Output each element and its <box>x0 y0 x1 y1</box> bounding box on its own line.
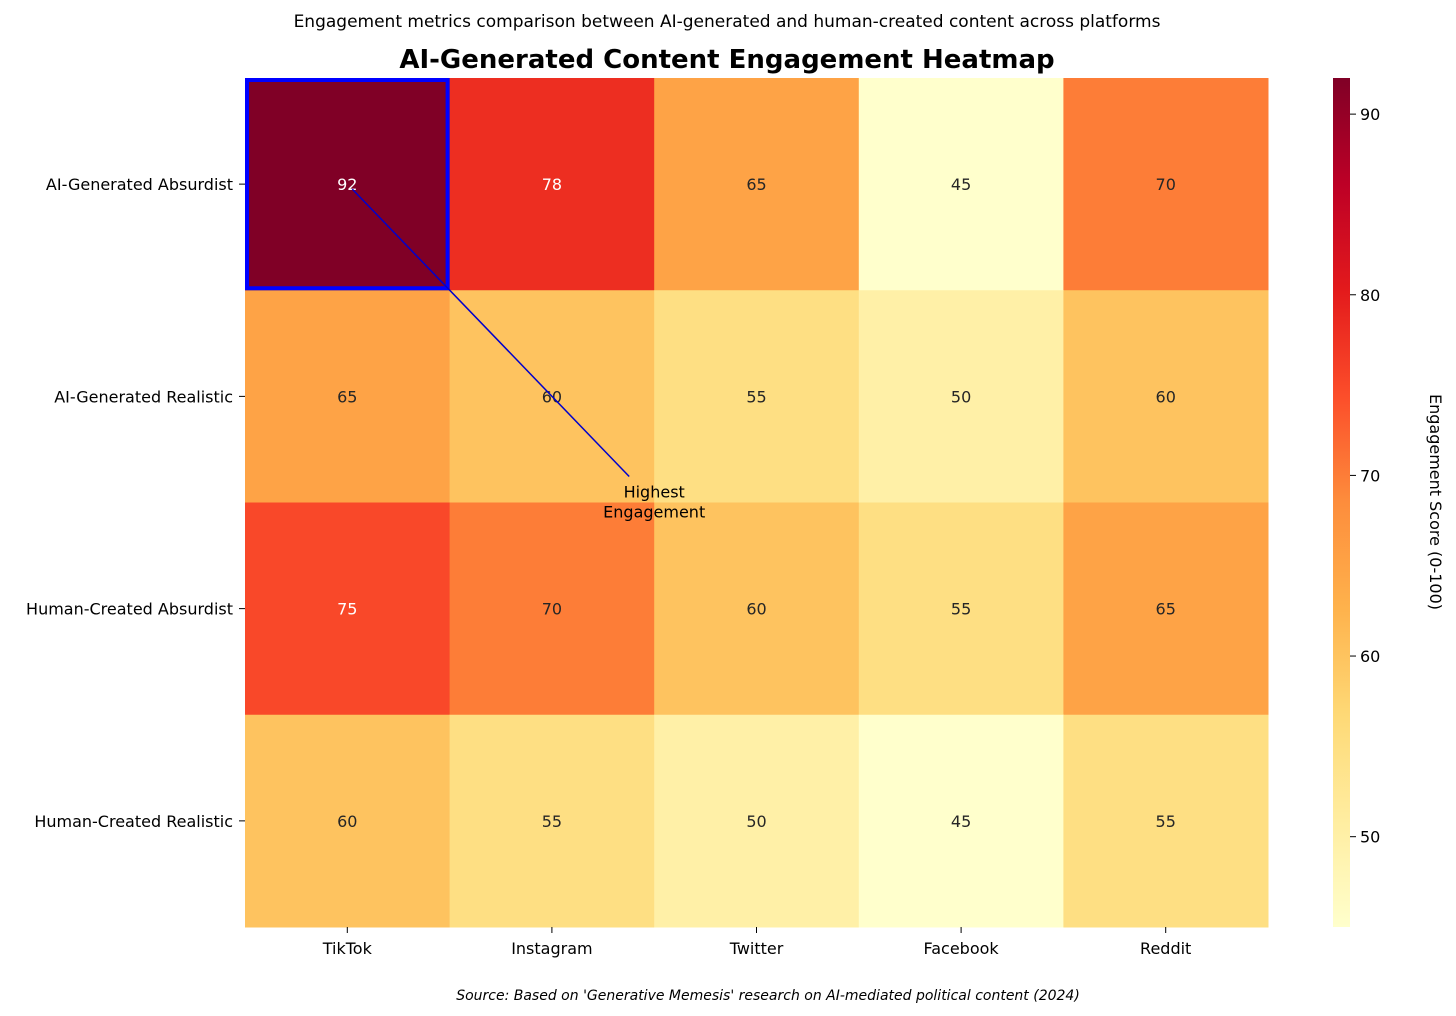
colorbar-label: Engagement Score (0-100) <box>1426 394 1445 610</box>
heatmap-cell <box>858 78 1064 291</box>
row-axis: AI-Generated Absurdist AI-Generated Reali… <box>26 175 245 831</box>
row-tick-label: AI-Generated Absurdist <box>46 175 233 194</box>
heatmap-cell-value: 70 <box>542 600 562 619</box>
chart-subtitle: Engagement metrics comparison between AI… <box>294 12 1161 32</box>
colorbar-tick-label: 60 <box>1360 647 1380 666</box>
heatmap-cell-value: 60 <box>746 600 766 619</box>
annotation-arrow <box>351 188 630 478</box>
colorbar-tick-label: 50 <box>1360 828 1380 847</box>
colorbar-tick-label: 90 <box>1360 105 1380 124</box>
colorbar: 50 60 70 80 90 Engagement Score (0-100) <box>1333 78 1445 927</box>
heatmap-cell <box>449 502 655 716</box>
heatmap-cell <box>1063 78 1269 291</box>
heatmap-cells <box>245 78 1269 928</box>
heatmap-cell-value: 60 <box>337 812 357 831</box>
column-axis: TikTok Instagram Twitter Facebook Reddit <box>322 927 1191 958</box>
heatmap-cell-value: 55 <box>1156 812 1176 831</box>
row-tick-label: Human-Created Realistic <box>34 812 233 831</box>
colorbar-tick-label: 80 <box>1360 286 1380 305</box>
heatmap-cell-value: 65 <box>337 387 357 406</box>
colorbar-tick-label: 70 <box>1360 466 1380 485</box>
column-tick-label: Twitter <box>729 939 784 958</box>
heatmap-cell <box>449 714 655 928</box>
heatmap-cell-value: 45 <box>951 175 971 194</box>
heatmap-cell-value: 65 <box>746 175 766 194</box>
heatmap-cell-value: 60 <box>1156 387 1176 406</box>
column-tick-label: Reddit <box>1140 939 1191 958</box>
heatmap-cell <box>858 290 1064 503</box>
heatmap-cell <box>654 714 860 928</box>
heatmap-cell <box>245 290 451 503</box>
heatmap-cell <box>858 502 1064 716</box>
heatmap-cell <box>1063 502 1269 716</box>
heatmap-cell-value: 55 <box>746 387 766 406</box>
heatmap-cell-value: 70 <box>1156 175 1176 194</box>
heatmap-cell-value: 45 <box>951 812 971 831</box>
heatmap-cell-value: 65 <box>1156 600 1176 619</box>
heatmap-cell <box>245 502 451 716</box>
highest-engagement-annotation: Highest Engagement <box>351 188 705 522</box>
annotation-text-line-1: Highest <box>624 483 685 502</box>
heatmap-cell <box>654 78 860 291</box>
column-tick-label: TikTok <box>322 939 373 958</box>
heatmap-cell-value: 55 <box>542 812 562 831</box>
heatmap-cell-value: 78 <box>542 175 562 194</box>
heatmap-cell <box>654 502 860 716</box>
colorbar-gradient <box>1333 78 1350 927</box>
heatmap-cell <box>654 290 860 503</box>
heatmap-cell <box>1063 714 1269 928</box>
column-tick-label: Facebook <box>924 939 1000 958</box>
colorbar-ticks: 50 60 70 80 90 <box>1350 105 1380 847</box>
annotation-text-line-2: Engagement <box>603 503 705 522</box>
column-tick-label: Instagram <box>511 939 592 958</box>
highest-engagement-highlight <box>245 78 450 291</box>
heatmap-cell-value: 50 <box>951 387 971 406</box>
heatmap-cell <box>1063 290 1269 503</box>
heatmap-cell-value: 55 <box>951 600 971 619</box>
row-tick-label: AI-Generated Realistic <box>54 387 233 406</box>
heatmap-cell <box>245 714 451 928</box>
heatmap-cell-value: 75 <box>337 600 357 619</box>
heatmap-cell <box>858 714 1064 928</box>
chart-title: AI-Generated Content Engagement Heatmap <box>399 45 1054 75</box>
heatmap-cell-value: 50 <box>746 812 766 831</box>
heatmap-cell <box>449 78 655 291</box>
source-note: Source: Based on 'Generative Memesis' re… <box>456 988 1080 1004</box>
row-tick-label: Human-Created Absurdist <box>26 600 233 619</box>
